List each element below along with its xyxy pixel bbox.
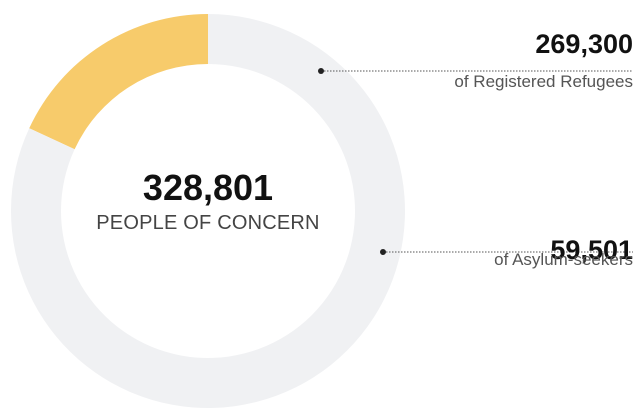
total-value: 328,801: [142, 167, 274, 208]
callout-leaders: [318, 68, 633, 255]
asylum-seekers-value: 59,501: [550, 235, 633, 265]
asylum-seekers-leader-dot: [380, 249, 386, 255]
total-label: PEOPLE OF CONCERN: [96, 212, 320, 234]
slice-asylum-seekers: [29, 14, 208, 150]
refugees-value: 269,300: [535, 29, 633, 59]
refugees-leader-dot: [318, 68, 324, 74]
asylum-seekers-label: of Asylum-seekers: [494, 250, 633, 269]
refugees-label: of Registered Refugees: [454, 72, 633, 91]
donut-slices: [10, 14, 405, 408]
